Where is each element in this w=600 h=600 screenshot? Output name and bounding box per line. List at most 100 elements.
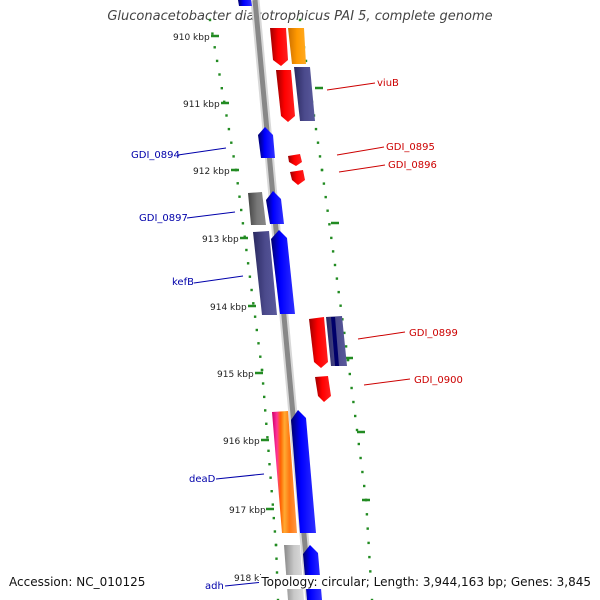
gene-arrow	[270, 28, 288, 66]
gene-arrow	[294, 67, 315, 121]
scale-dot	[366, 527, 369, 530]
scale-dot	[275, 557, 278, 560]
forward-strand-genes	[270, 28, 347, 402]
scale-dot	[324, 195, 327, 199]
scale-dot	[266, 436, 269, 439]
scale-dot	[304, 59, 308, 63]
gene-label-viub: viuB	[377, 78, 399, 89]
gene-arrow	[248, 192, 266, 225]
scale-dot	[276, 598, 280, 600]
scale-dot	[333, 263, 337, 267]
scale-label: 916 kbp	[223, 437, 260, 447]
gene-arrow	[258, 127, 275, 158]
scale-dot	[243, 235, 246, 238]
scale-dot	[208, 18, 212, 22]
scale-dot	[368, 555, 371, 559]
scale-label: 914 kbp	[210, 303, 247, 313]
scale-dot	[341, 318, 344, 321]
gene-arrow	[238, 0, 252, 6]
scale-dot	[271, 503, 274, 506]
scale-dot	[328, 223, 331, 226]
scale-dot	[225, 114, 228, 117]
scale-dot	[238, 195, 241, 198]
gene-arrow	[272, 411, 297, 533]
scale-label: 912 kbp	[193, 167, 230, 177]
scale-label: 911 kbp	[183, 100, 220, 110]
scale-dot	[230, 141, 233, 144]
scale-dot	[263, 395, 266, 399]
label-leaders	[177, 82, 411, 587]
gene-label-gdi0900: GDI_0900	[414, 375, 463, 386]
scale-dot	[350, 386, 353, 390]
scale-dot	[363, 484, 366, 488]
scale-dot	[232, 155, 235, 158]
scale-dot	[264, 409, 267, 412]
scale-dot	[252, 302, 255, 305]
scale-dot	[213, 46, 216, 49]
gene-label-gdi0896: GDI_0896	[388, 160, 437, 171]
scale-dot	[348, 372, 351, 376]
gene-label-gdi0894: GDI_0894	[131, 150, 180, 161]
scale-dot	[240, 208, 243, 212]
scale-dot	[357, 442, 360, 446]
scale-dot	[314, 127, 318, 131]
scale-dot	[236, 182, 239, 185]
scale-dot	[259, 355, 262, 358]
scale-dot	[246, 262, 250, 265]
scale-dot	[370, 598, 374, 600]
scale-dot	[248, 275, 252, 278]
scale-dot	[253, 315, 257, 318]
gene-arrow	[331, 317, 339, 366]
scale-dot	[245, 248, 248, 252]
accession-text: Accession: NC_010125	[9, 575, 146, 589]
gene-label-dead: deaD	[189, 474, 216, 485]
scale-dot	[330, 236, 333, 240]
scale-dot	[369, 570, 372, 573]
scale-dot	[355, 428, 359, 432]
scale-dot	[335, 277, 339, 280]
scale-dot	[255, 328, 258, 332]
scale-dot	[365, 513, 369, 516]
scale-dot	[269, 476, 272, 479]
gene-arrow	[290, 170, 305, 185]
scale-dot	[268, 463, 271, 466]
scale-ticks	[211, 34, 370, 579]
gene-arrow	[288, 154, 302, 166]
inner-scale-ring	[208, 18, 280, 600]
gene-label-gdi0897: GDI_0897	[139, 213, 188, 224]
gene-arrow	[284, 545, 304, 600]
scale-dot	[326, 209, 329, 212]
scale-dot	[270, 490, 273, 493]
gene-arrow	[288, 28, 306, 64]
scale-dot	[272, 516, 275, 520]
scale-label: 915 kbp	[217, 370, 254, 380]
scale-dot	[275, 571, 279, 574]
scale-dot	[260, 368, 264, 372]
gene-label-kefb: kefB	[172, 277, 194, 288]
scale-dot	[265, 422, 268, 425]
gene-label-adh: adh	[205, 581, 224, 592]
scale-labels: 910 kbp 911 kbp 912 kbp 913 kbp 914 kbp …	[173, 33, 271, 584]
scale-dot	[261, 382, 265, 385]
scale-dot	[339, 304, 342, 307]
scale-dot	[227, 127, 231, 131]
gene-arrow	[276, 70, 295, 122]
topology-summary: Topology: circular; Length: 3,944,163 bp…	[259, 575, 591, 589]
scale-dot	[257, 342, 260, 345]
scale-dot	[220, 87, 223, 90]
gene-arrow	[315, 376, 331, 402]
scale-dot	[250, 288, 253, 292]
scale-dot	[344, 345, 348, 348]
scale-dot	[218, 73, 221, 76]
scale-dot	[359, 456, 362, 460]
gene-arrow	[309, 317, 328, 368]
scale-label: 918 kbp	[234, 574, 271, 584]
scale-dot	[298, 18, 302, 22]
scale-dot	[211, 32, 214, 35]
gene-arrow	[271, 230, 295, 314]
gene-label-gdi0899: GDI_0899	[409, 328, 458, 339]
scale-dot	[318, 155, 322, 158]
scale-dot	[274, 543, 278, 547]
scale-dot	[215, 59, 219, 63]
scale-dot	[322, 182, 326, 185]
